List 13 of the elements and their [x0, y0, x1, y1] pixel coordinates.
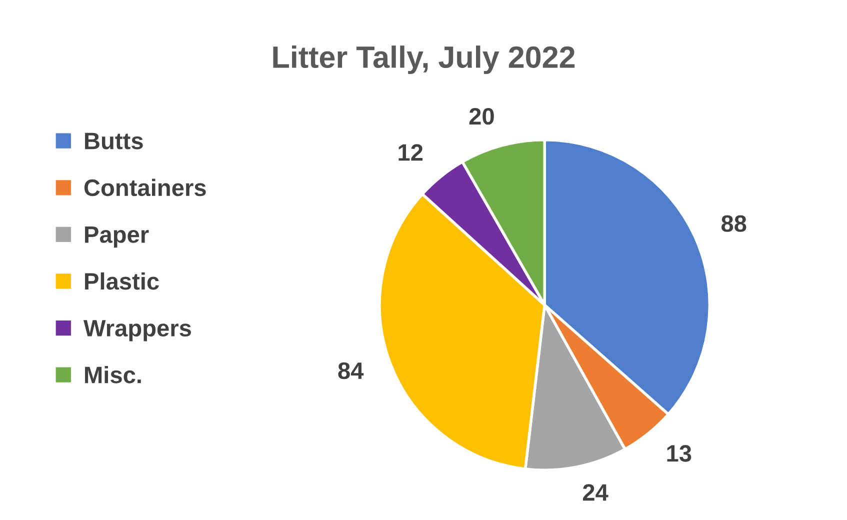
legend-label: Butts	[85, 132, 143, 150]
data-label: 12	[398, 144, 423, 161]
legend-label: Paper	[85, 226, 149, 248]
legend-label: Misc.	[85, 366, 141, 384]
data-label: 88	[721, 215, 746, 232]
data-label: 20	[469, 108, 494, 125]
chart-title: Litter Tally, July 2022	[273, 46, 575, 74]
legend-label: Plastic	[85, 272, 159, 290]
data-label: 13	[667, 445, 692, 462]
data-label: 84	[338, 362, 364, 380]
data-label: 24	[582, 484, 608, 501]
legend-label: Wrappers	[83, 320, 191, 342]
legend-label: Containers	[84, 178, 206, 196]
